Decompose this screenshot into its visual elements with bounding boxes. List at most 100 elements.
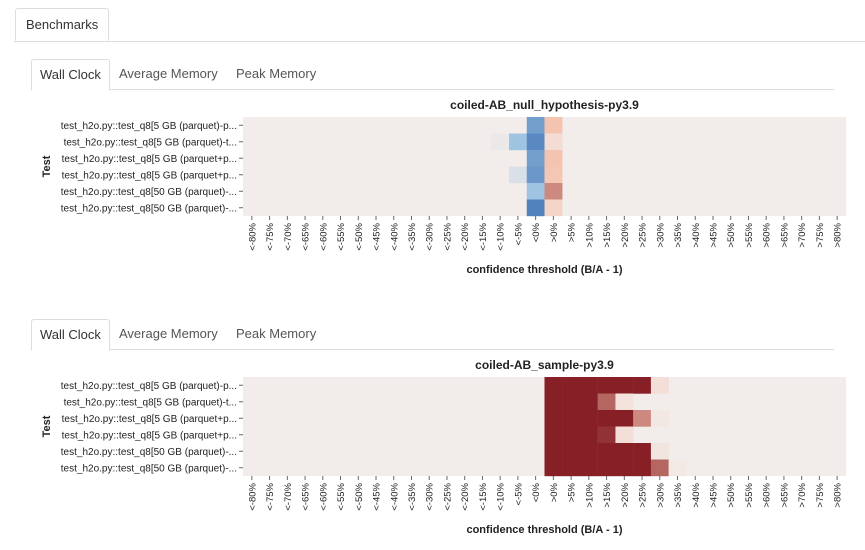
heatmap-cell	[509, 134, 527, 151]
x-tick-label: >55%	[744, 222, 755, 247]
x-axis-title: confidence threshold (B/A - 1)	[466, 524, 622, 536]
heatmap-cell	[580, 410, 598, 427]
x-tick-label: >55%	[744, 482, 755, 507]
x-tick-label: >5%	[567, 482, 578, 502]
top-tab-bar: Benchmarks	[14, 8, 865, 42]
heatmap-cell	[562, 410, 580, 427]
x-tick-label: <-35%	[407, 222, 418, 250]
y-tick-label: test_h2o.py::test_q8[50 GB (parquet)-...	[61, 187, 237, 198]
heatmap-cell	[562, 443, 580, 460]
x-tick-label: <-45%	[372, 222, 383, 250]
x-tick-label: >45%	[708, 482, 719, 507]
x-tick-label: <-10%	[496, 482, 507, 510]
y-axis-title: Test	[41, 155, 53, 177]
tab-average-memory[interactable]: Average Memory	[111, 319, 226, 348]
y-tick-label: test_h2o.py::test_q8[5 GB (parquet+p...	[62, 414, 237, 425]
x-tick-label: >45%	[708, 222, 719, 247]
x-tick-label: <-5%	[513, 222, 524, 245]
x-tick-label: >15%	[602, 222, 613, 247]
x-tick-label: >0%	[549, 222, 560, 242]
metric-tabs: Wall Clock Average Memory Peak Memory	[31, 59, 834, 90]
heatmap-cell	[598, 460, 616, 477]
heatmap-cell	[545, 167, 563, 184]
x-tick-label: >10%	[584, 482, 595, 507]
y-tick-label: test_h2o.py::test_q8[5 GB (parquet)-p...	[61, 381, 237, 392]
heatmap-cell	[651, 377, 669, 394]
x-tick-label: <-40%	[389, 482, 400, 510]
tab-benchmarks[interactable]: Benchmarks	[15, 8, 109, 41]
x-tick-label: <-10%	[496, 222, 507, 250]
x-tick-label: <-20%	[460, 222, 471, 250]
x-tick-label: <-70%	[283, 222, 294, 250]
x-tick-label: <-65%	[301, 482, 312, 510]
tab-wall-clock[interactable]: Wall Clock	[31, 319, 110, 351]
x-tick-label: >10%	[584, 222, 595, 247]
x-tick-label: >0%	[549, 482, 560, 502]
x-tick-label: >80%	[833, 222, 844, 247]
heatmap-cell	[580, 460, 598, 477]
x-tick-label: <-50%	[354, 222, 365, 250]
x-axis-title: confidence threshold (B/A - 1)	[466, 264, 622, 276]
heatmap-cell	[633, 377, 651, 394]
heatmap-cell	[580, 427, 598, 444]
x-tick-label: <-45%	[372, 482, 383, 510]
heatmap-chart-null-hypothesis: coiled-AB_null_hypothesis-py3.9 test_h2o.…	[0, 95, 865, 280]
tab-peak-memory[interactable]: Peak Memory	[228, 319, 324, 348]
heatmap-cell	[615, 443, 633, 460]
heatmap-cell	[562, 427, 580, 444]
heatmap-cell	[527, 150, 545, 167]
x-tick-label: <-5%	[513, 482, 524, 505]
heatmap-cell	[509, 167, 527, 184]
x-tick-label: >40%	[691, 222, 702, 247]
x-tick-label: >50%	[726, 222, 737, 247]
heatmap-cell	[527, 117, 545, 134]
heatmap-cell	[545, 410, 563, 427]
heatmap-cell	[545, 200, 563, 217]
x-tick-label: >30%	[655, 482, 666, 507]
x-tick-label: <0%	[531, 222, 542, 242]
x-tick-label: <-60%	[318, 222, 329, 250]
tab-average-memory[interactable]: Average Memory	[111, 59, 226, 88]
x-tick-label: <-80%	[247, 482, 258, 510]
x-tick-label: <-15%	[478, 222, 489, 250]
x-tick-label: >70%	[797, 482, 808, 507]
tab-peak-memory[interactable]: Peak Memory	[228, 59, 324, 88]
heatmap-cell	[527, 200, 545, 217]
heatmap-cell	[562, 377, 580, 394]
heatmap-cell	[615, 394, 633, 411]
x-tick-label: >25%	[638, 482, 649, 507]
x-tick-label: <-35%	[407, 482, 418, 510]
x-tick-label: >35%	[673, 222, 684, 247]
x-tick-label: >70%	[797, 222, 808, 247]
heatmap-cell	[545, 117, 563, 134]
x-tick-label: <-30%	[425, 482, 436, 510]
x-tick-label: <-55%	[336, 222, 347, 250]
x-tick-label: >20%	[620, 482, 631, 507]
y-tick-label: test_h2o.py::test_q8[5 GB (parquet)-t...	[64, 137, 237, 148]
y-tick-label: test_h2o.py::test_q8[5 GB (parquet+p...	[62, 430, 237, 441]
heatmap-cell	[633, 443, 651, 460]
x-tick-label: <-55%	[336, 482, 347, 510]
tab-wall-clock[interactable]: Wall Clock	[31, 59, 110, 91]
heatmap-cell	[527, 183, 545, 200]
heatmap-cell	[527, 134, 545, 151]
heatmap-cell	[580, 443, 598, 460]
x-tick-label: >5%	[567, 222, 578, 242]
heatmap-cell	[651, 410, 669, 427]
heatmap-cell	[651, 443, 669, 460]
x-tick-label: >15%	[602, 482, 613, 507]
heatmap-cell	[598, 377, 616, 394]
heatmap-cell	[580, 377, 598, 394]
x-tick-label: >75%	[815, 222, 826, 247]
x-tick-label: <-30%	[425, 222, 436, 250]
x-tick-label: >35%	[673, 482, 684, 507]
heatmap-cell	[545, 460, 563, 477]
y-tick-label: test_h2o.py::test_q8[50 GB (parquet)-...	[61, 203, 237, 214]
heatmap-cell	[527, 167, 545, 184]
heatmap-cell	[615, 427, 633, 444]
heatmap-cell	[562, 460, 580, 477]
heatmap-cell	[669, 460, 687, 477]
heatmap-cell	[545, 183, 563, 200]
x-tick-label: <-65%	[301, 222, 312, 250]
heatmap-cell	[598, 410, 616, 427]
